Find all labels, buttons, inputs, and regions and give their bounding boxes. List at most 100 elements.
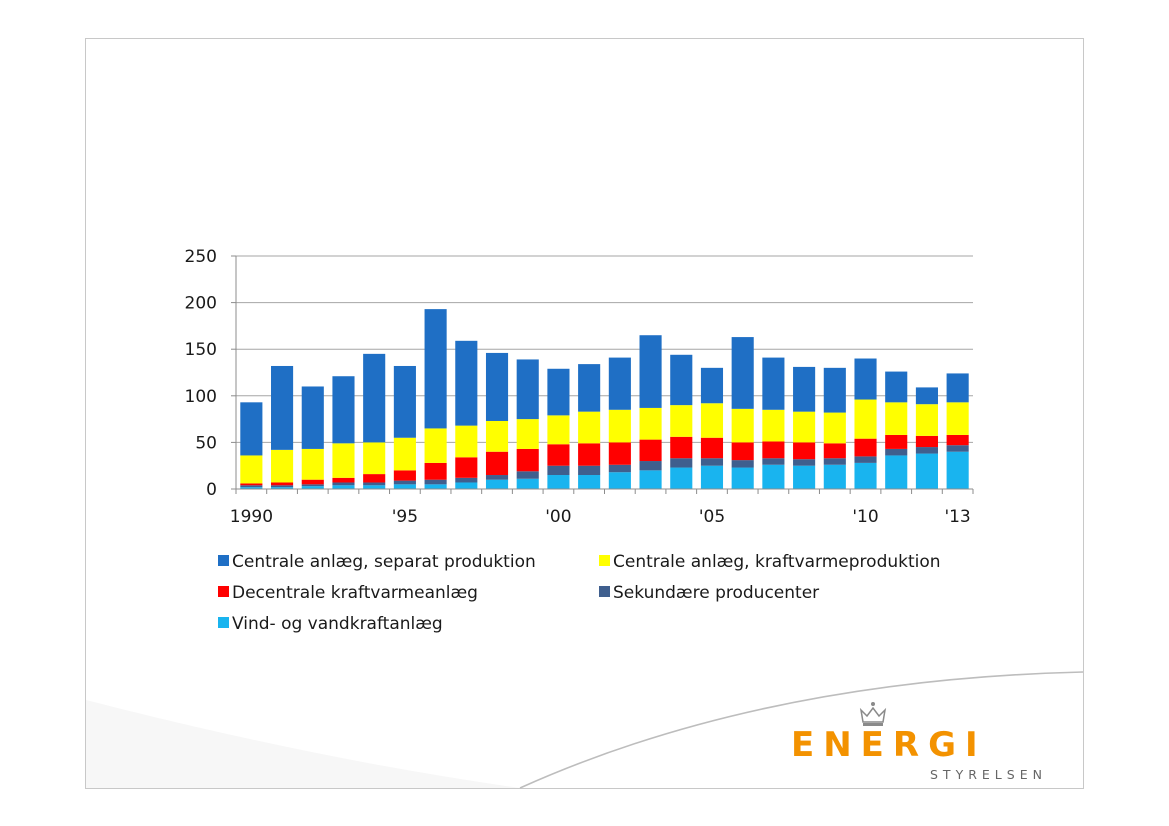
legend-item: Centrale anlæg, kraftvarmeproduktion [599, 552, 941, 572]
crown-icon [859, 702, 887, 726]
bar-segment [547, 475, 570, 489]
bar-segment [639, 470, 662, 489]
bar-segment [516, 448, 539, 472]
bar-segment [547, 465, 570, 476]
bar-segment [516, 359, 539, 420]
axes [235, 256, 974, 494]
bar-segment [915, 453, 938, 489]
bar-segment [608, 472, 631, 489]
bar-segment [762, 458, 785, 465]
y-tick-label: 200 [185, 294, 217, 314]
y-tick-label: 150 [185, 340, 217, 360]
logo-subtitle: STYRELSEN [930, 767, 1047, 782]
bar-segment [670, 458, 693, 468]
bar-segment [823, 464, 846, 489]
x-tick-labels: 1990 '95 '00 '05 '10 '13 [230, 507, 971, 527]
bar-segment [639, 461, 662, 471]
legend: Centrale anlæg, separat produktion Centr… [218, 552, 941, 634]
bar-segment [885, 455, 908, 489]
x-tick-label: '13 [944, 507, 970, 527]
bar-segment [915, 404, 938, 436]
bar-segment [240, 483, 263, 486]
bar-segment [823, 443, 846, 459]
bar-segment [946, 434, 969, 446]
bar-segment [762, 464, 785, 489]
legend-label: Vind- og vandkraftanlæg [232, 614, 443, 634]
legend-swatch [599, 586, 610, 597]
bar-segment [271, 449, 294, 483]
bar-segment [393, 470, 416, 481]
bar-segment [885, 402, 908, 435]
bar-segment [854, 358, 877, 400]
bar-segment [823, 412, 846, 444]
bar-segment [793, 442, 816, 460]
bar-segment [700, 458, 724, 466]
bar-segment [240, 455, 263, 484]
bar-segment [363, 353, 386, 443]
bar-segment [731, 460, 754, 468]
legend-label: Centrale anlæg, separat produktion [232, 552, 536, 572]
bar-segment [915, 387, 938, 405]
y-tick-label: 0 [206, 480, 217, 500]
bar-segment [700, 465, 724, 489]
bar-segment [455, 482, 478, 489]
bar-segment [516, 478, 539, 489]
legend-label: Decentrale kraftvarmeanlæg [232, 583, 478, 603]
bar-segment [639, 407, 662, 440]
bar-segment [608, 409, 631, 443]
bar-segment [363, 474, 386, 483]
legend-item: Centrale anlæg, separat produktion [218, 552, 536, 572]
bar-segment [301, 448, 324, 480]
bar-segment [762, 441, 785, 459]
bar-segment [762, 357, 785, 410]
bar-segment [271, 485, 294, 488]
bar-segment [363, 485, 386, 489]
bar-segment [393, 365, 416, 438]
bar-segment [332, 482, 355, 486]
bar-segment [485, 475, 509, 480]
bar-segment [547, 444, 570, 466]
legend-label: Centrale anlæg, kraftvarmeproduktion [613, 552, 941, 572]
logo-wordmark: ENERGI [791, 725, 987, 765]
bar-segment [393, 480, 416, 485]
x-tick-label: '95 [392, 507, 418, 527]
bar-segment [885, 434, 908, 449]
y-tick-label: 100 [185, 387, 217, 407]
bar-segment [946, 451, 969, 489]
bar-segment [608, 357, 631, 410]
bar-segment [578, 411, 601, 444]
bar-segment [455, 477, 478, 483]
bar-segment [455, 340, 478, 426]
bar-segment [240, 487, 263, 489]
bar-segment [578, 465, 601, 476]
bar-segment [854, 399, 877, 439]
bar-segment [915, 447, 938, 454]
x-tick-label: '10 [852, 507, 878, 527]
bar-segment [516, 471, 539, 479]
bar-segment [578, 364, 601, 412]
bar-segment [332, 485, 355, 489]
bar-segment [455, 425, 478, 458]
y-tick-label: 250 [185, 247, 217, 267]
bar-segment [578, 443, 601, 466]
bar-segment [854, 438, 877, 457]
bar-segment [793, 465, 816, 489]
legend-swatch [218, 555, 229, 566]
bar-segment [485, 451, 509, 476]
bar-segment [301, 484, 324, 487]
bar-segment [700, 367, 724, 404]
bar-segment [670, 436, 693, 459]
bar-segment [485, 352, 509, 421]
bar-segment [823, 367, 846, 413]
bar-segment [608, 442, 631, 465]
y-tick-labels: 0 50 100 150 200 250 [185, 247, 236, 500]
grid-lines [236, 255, 973, 443]
bar-segment [271, 482, 294, 486]
x-tick-label: '00 [545, 507, 571, 527]
bar-segment [424, 479, 447, 485]
bar-segment [670, 354, 693, 406]
bar-segment [393, 437, 416, 471]
bar-segment [946, 402, 969, 435]
legend-item: Vind- og vandkraftanlæg [218, 614, 443, 634]
